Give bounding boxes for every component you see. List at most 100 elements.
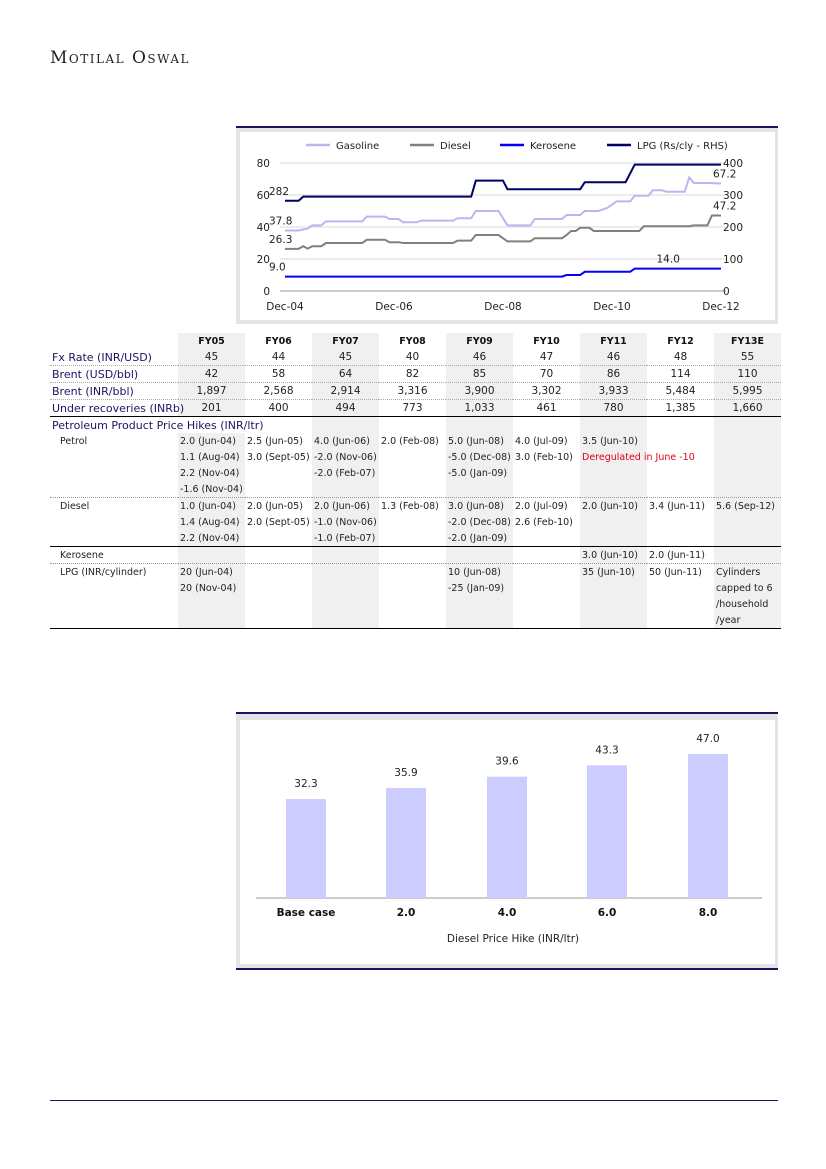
column-header: FY08	[399, 335, 426, 347]
cell	[446, 596, 513, 612]
cell	[580, 596, 647, 612]
cell: 2,914	[312, 382, 379, 400]
row-label: Brent (USD/bbl)	[50, 365, 178, 383]
cell	[647, 433, 714, 449]
cell: 58	[245, 365, 312, 383]
x-tick-label: Dec-10	[593, 301, 630, 313]
bar-value-label: 39.6	[495, 756, 519, 768]
cell: 35 (Jun-10)	[580, 563, 647, 580]
cell: 1,660	[714, 399, 781, 417]
table-row: 2.2 (Nov-04) -2.0 (Feb-07) -5.0 (Jan-09)	[50, 465, 781, 481]
cell	[379, 449, 446, 465]
table-row: LPG (INR/cylinder) 20 (Jun-04) 10 (Jun-08)…	[50, 563, 781, 581]
cell: 2.0 (Jun-10)	[580, 497, 647, 514]
y2-tick-label: 100	[723, 254, 743, 266]
series-line-gasoline	[285, 175, 722, 232]
cell: 201	[178, 399, 245, 417]
cell: 461	[513, 399, 580, 417]
legend-label: LPG (Rs/cly - RHS)	[637, 141, 728, 152]
cell: 10 (Jun-08)	[446, 563, 513, 580]
y-tick-label: 80	[257, 158, 270, 170]
cell	[647, 612, 714, 629]
cell	[245, 546, 312, 564]
cell	[714, 449, 781, 465]
cell	[312, 612, 379, 629]
cell: 2,568	[245, 382, 312, 400]
cell	[178, 546, 245, 564]
cell: 780	[580, 399, 647, 417]
x-tick-label: Dec-04	[266, 301, 304, 313]
row-label	[50, 612, 178, 629]
cell: 4.0 (Jul-09)	[515, 435, 568, 447]
cell: 5.0 (Jun-08)	[446, 433, 513, 449]
cell	[379, 465, 446, 481]
cell	[513, 481, 580, 498]
cell	[714, 481, 781, 498]
line-chart-frame: 0 20 40 60 80 0 100 200 300 400 Dec-04 Dec-06 Dec-08…	[236, 126, 778, 324]
table-header-row: FY05 FY06 FY07 FY08 FY09 FY10 FY11 FY12 FY13E	[50, 333, 781, 349]
y2-tick-label: 0	[723, 286, 730, 298]
row-label	[50, 596, 178, 612]
y-tick-label: 0	[263, 286, 270, 298]
cell: 1.3 (Feb-08)	[381, 500, 439, 512]
cell	[647, 465, 714, 481]
cell	[312, 580, 379, 596]
cell	[312, 481, 379, 498]
row-label: LPG (INR/cylinder)	[60, 566, 147, 578]
series-line-kerosene	[285, 267, 721, 278]
section-title-row: Petroleum Product Price Hikes (INR/ltr)	[50, 416, 781, 433]
y-tick-label: 20	[257, 254, 270, 266]
cell: -5.0 (Jan-09)	[446, 465, 513, 481]
cell: 2.0 (Jun-11)	[647, 546, 714, 564]
cell	[714, 514, 781, 530]
cell: 3,316	[379, 382, 446, 400]
cell: Deregulated in June -10	[580, 449, 695, 465]
table-row: Under recoveries (INRb) 201 400 494 773 1,033…	[50, 399, 781, 417]
cell: 2.0 (Jun-06)	[312, 497, 379, 514]
cell: -1.6 (Nov-04)	[178, 481, 245, 498]
y2-tick-label: 200	[723, 222, 743, 234]
cell	[580, 612, 647, 629]
cell: 40	[379, 349, 446, 366]
cell: /household	[714, 596, 781, 612]
cell	[245, 481, 312, 498]
x-tick-label: 2.0	[397, 907, 416, 919]
table-row: 2.2 (Nov-04) -1.0 (Feb-07) -2.0 (Jan-09)	[50, 530, 781, 547]
cell: 42	[178, 365, 245, 383]
column-header: FY12	[667, 335, 694, 347]
legend-label: Gasoline	[336, 141, 379, 152]
cell: 1,033	[446, 399, 513, 417]
x-tick-label: 6.0	[598, 907, 617, 919]
cell: 2.0 (Feb-08)	[381, 435, 439, 447]
x-axis-title: Diesel Price Hike (INR/ltr)	[447, 933, 579, 945]
table-row: -1.6 (Nov-04)	[50, 481, 781, 498]
table-row: Diesel 1.0 (Jun-04) 2.0 (Jun-05) 2.0 (Jun-0…	[50, 497, 781, 514]
cell	[647, 514, 714, 530]
cell: 3.0 (Feb-10)	[515, 451, 573, 463]
cell: 3.0 (Jun-08)	[446, 497, 513, 514]
cell: 2.0 (Jul-09)	[515, 500, 568, 512]
cell: 45	[178, 349, 245, 366]
data-label: 14.0	[657, 254, 680, 266]
cell	[580, 481, 647, 498]
cell	[379, 546, 446, 564]
cell	[580, 530, 647, 547]
table-row: Brent (INR/bbl) 1,897 2,568 2,914 3,316 3,900…	[50, 382, 781, 400]
data-label: 67.2	[713, 168, 736, 180]
bar-value-label: 47.0	[696, 733, 719, 745]
cell	[513, 465, 580, 481]
row-label	[50, 580, 178, 596]
row-label: Diesel	[60, 500, 90, 512]
cell: 64	[312, 365, 379, 383]
cell	[647, 530, 714, 547]
fuel-price-line-chart: 0 20 40 60 80 0 100 200 300 400 Dec-04 Dec-06 Dec-08…	[257, 141, 743, 313]
cell: -25 (Jan-09)	[446, 580, 513, 596]
bar-value-label: 35.9	[394, 767, 417, 779]
cell	[245, 564, 312, 581]
x-tick-label: Dec-12	[702, 301, 739, 313]
table-row: /household	[50, 596, 781, 612]
row-label: Under recoveries (INRb)	[50, 399, 185, 417]
cell: 114	[647, 365, 714, 383]
x-tick-label: 8.0	[699, 907, 718, 919]
legend-label: Kerosene	[530, 141, 576, 152]
